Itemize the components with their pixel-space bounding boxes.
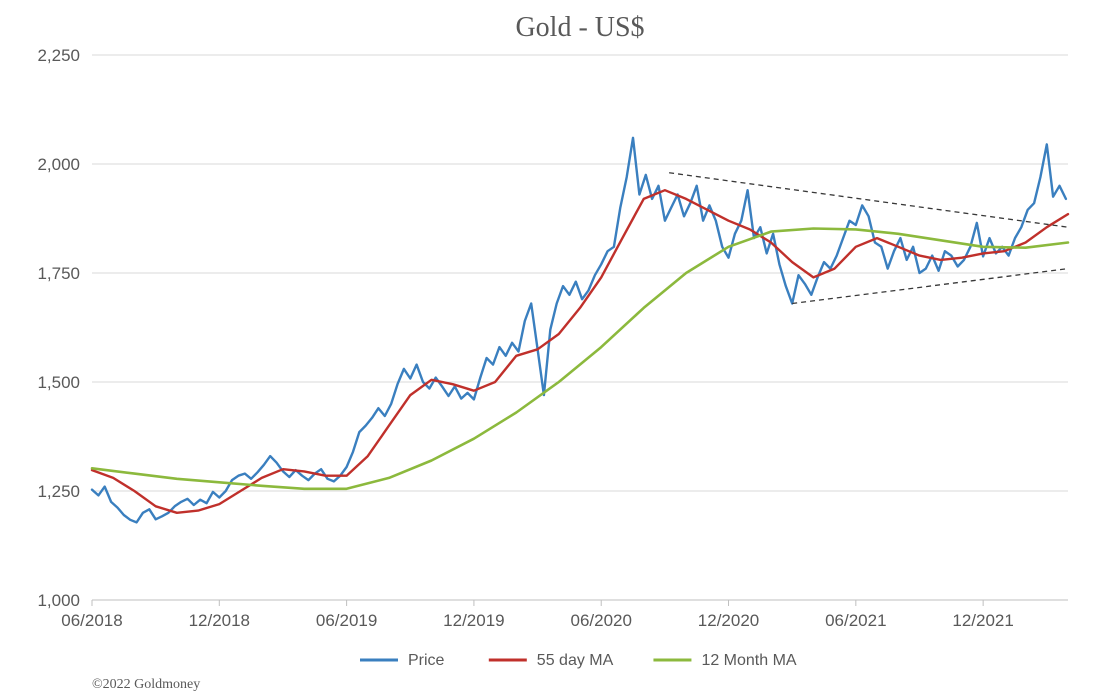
y-tick-label: 1,500 — [37, 373, 80, 392]
x-tick-label: 06/2019 — [316, 611, 377, 630]
y-tick-label: 2,000 — [37, 155, 80, 174]
y-tick-label: 2,250 — [37, 46, 80, 65]
y-tick-label: 1,250 — [37, 482, 80, 501]
x-tick-label: 12/2019 — [443, 611, 504, 630]
x-tick-label: 12/2021 — [952, 611, 1013, 630]
x-tick-label: 12/2018 — [189, 611, 250, 630]
y-tick-label: 1,000 — [37, 591, 80, 610]
x-tick-label: 06/2018 — [61, 611, 122, 630]
x-tick-label: 06/2021 — [825, 611, 886, 630]
legend-label: 55 day MA — [537, 652, 614, 669]
x-tick-label: 12/2020 — [698, 611, 759, 630]
legend-label: Price — [408, 652, 445, 669]
copyright-text: ©2022 Goldmoney — [92, 677, 200, 692]
x-tick-label: 06/2020 — [570, 611, 631, 630]
gold-usd-chart: Gold - US$ 1,000 1,250 1,500 1,750 2,000 2,250… — [0, 0, 1100, 698]
legend-label: 12 Month MA — [701, 652, 796, 669]
chart-svg: Gold - US$ 1,000 1,250 1,500 1,750 2,000 2,250… — [0, 0, 1100, 698]
y-tick-label: 1,750 — [37, 264, 80, 283]
chart-title: Gold - US$ — [515, 12, 644, 43]
